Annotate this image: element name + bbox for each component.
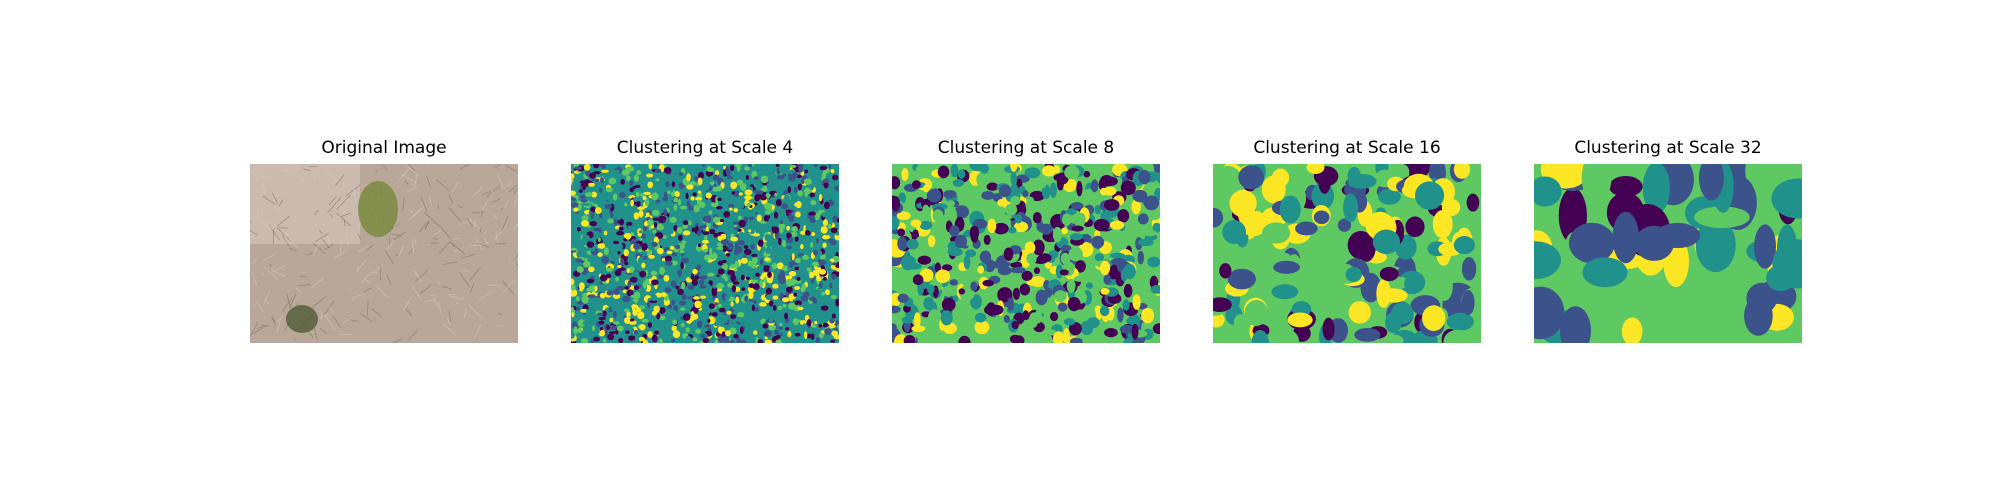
original-image [250, 164, 518, 343]
cluster-map-scale-32 [1534, 164, 1802, 343]
panel-title: Clustering at Scale 32 [1574, 138, 1762, 158]
panel-title: Clustering at Scale 4 [616, 138, 794, 158]
cluster-map-scale-4 [571, 164, 839, 343]
cluster-map-scale-16 [1213, 164, 1481, 343]
panel-title: Clustering at Scale 8 [937, 138, 1115, 158]
cluster-map-scale-8 [892, 164, 1160, 343]
panel-title: Clustering at Scale 16 [1253, 138, 1441, 158]
panel-title: Original Image [321, 138, 447, 158]
